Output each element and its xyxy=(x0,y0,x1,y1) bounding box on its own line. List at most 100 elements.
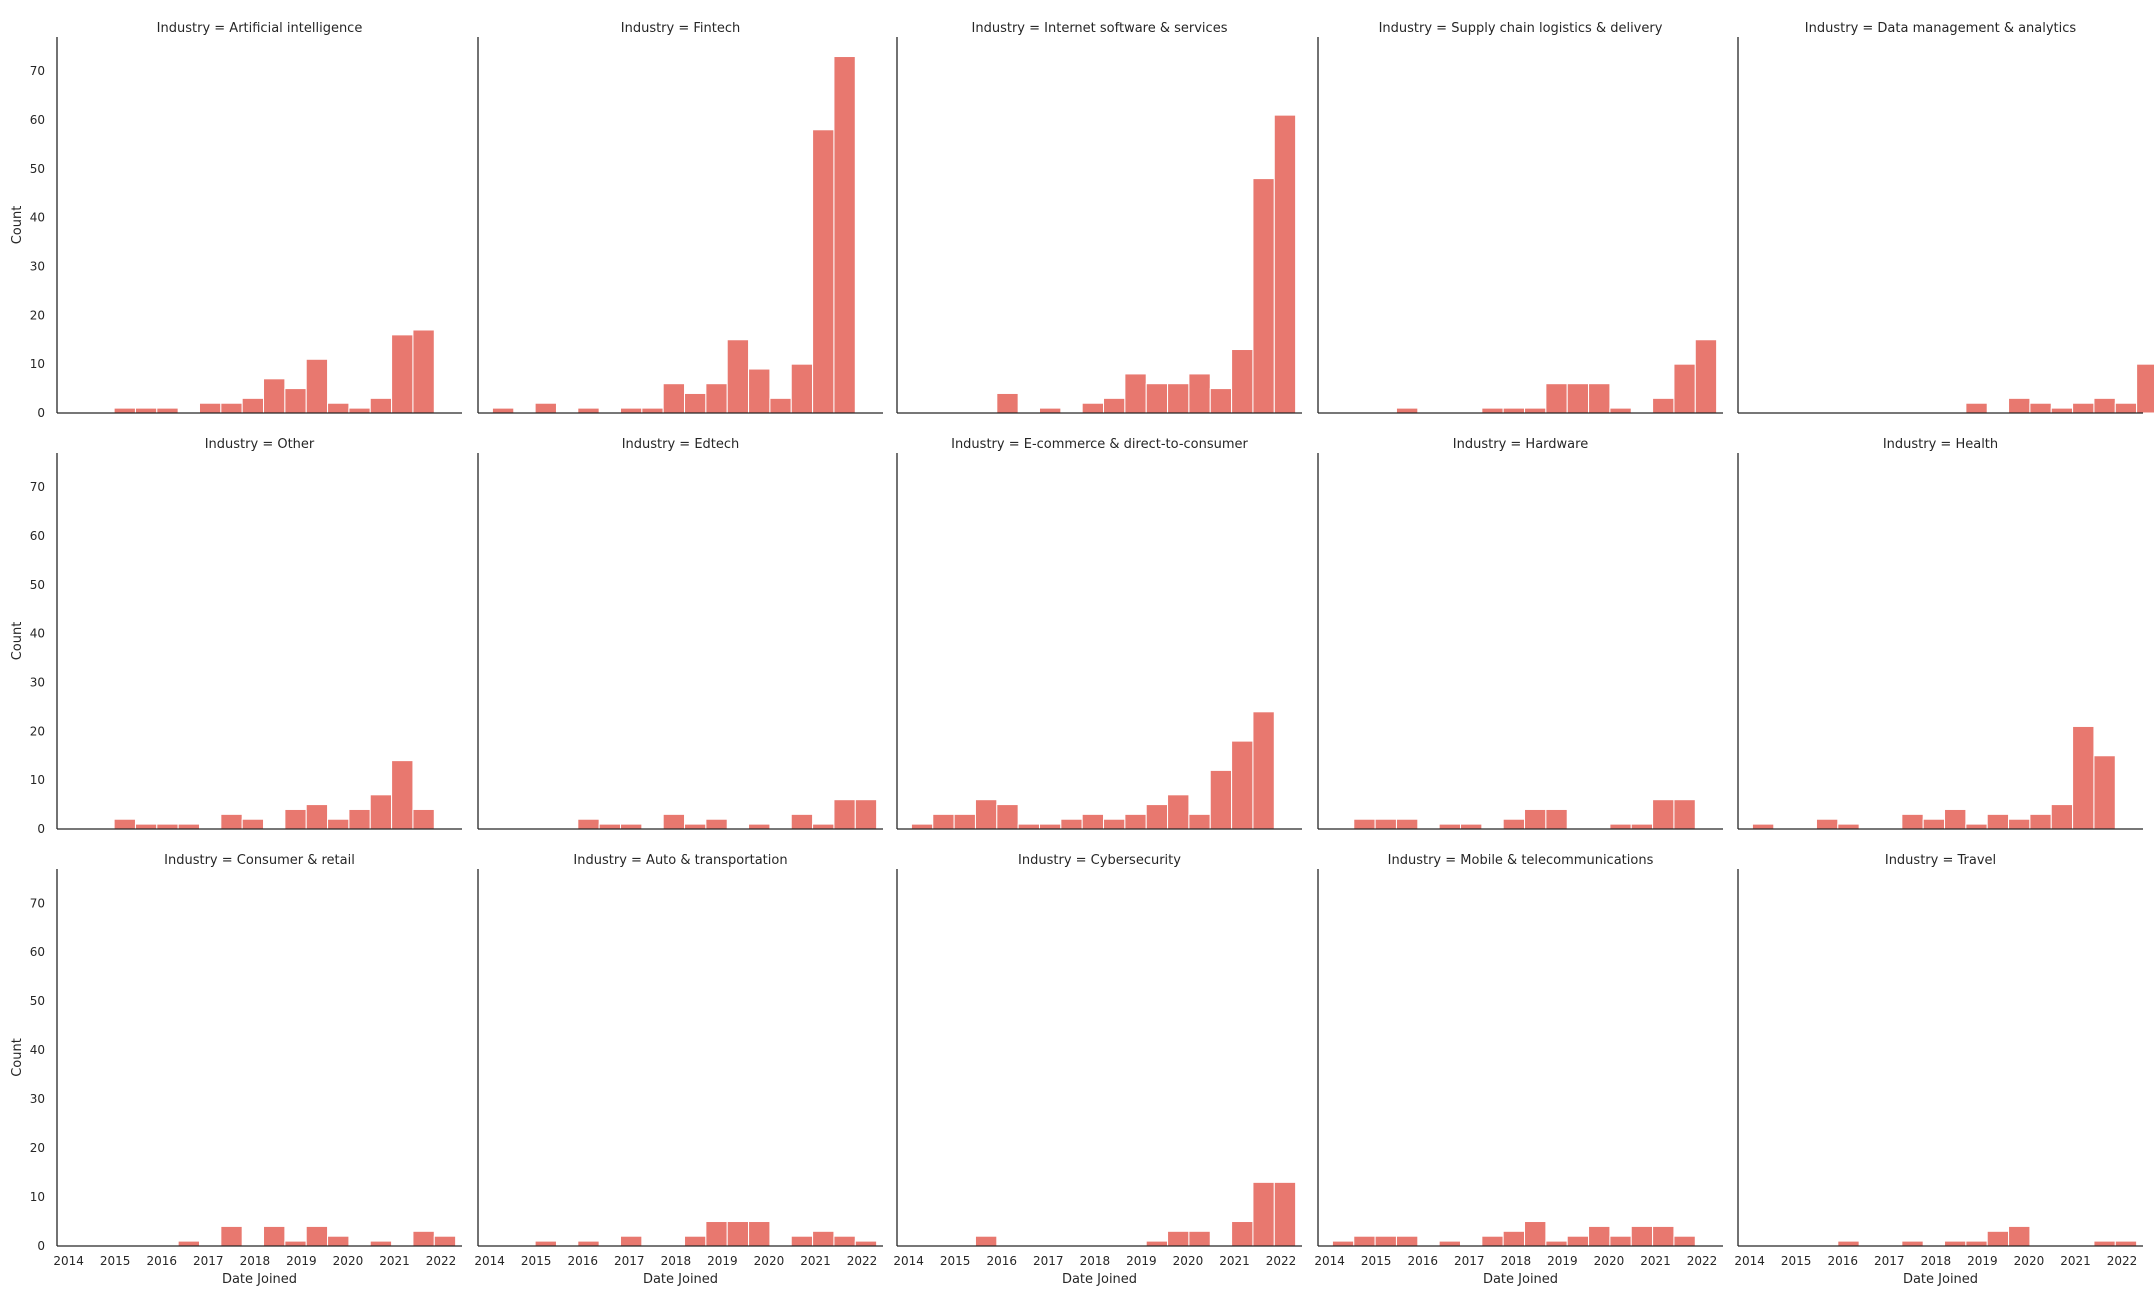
histogram-bar xyxy=(1986,813,2010,830)
histogram-bar xyxy=(1103,397,1126,414)
y-tick-label: 70 xyxy=(30,64,45,78)
histogram-bar xyxy=(1837,1240,1860,1247)
histogram-bar xyxy=(1395,407,1419,414)
histogram-bar xyxy=(534,402,557,414)
histogram-bar xyxy=(619,1235,643,1247)
histogram-bar xyxy=(1481,407,1504,414)
histogram-bar xyxy=(996,392,1019,414)
x-axis-label: Date Joined xyxy=(1483,1272,1558,1287)
histogram-bar xyxy=(1038,823,1062,830)
histogram-bar xyxy=(1374,818,1397,830)
x-axis-label: Date Joined xyxy=(643,1272,718,1287)
histogram-bar xyxy=(241,397,265,414)
histogram-bar xyxy=(156,407,179,414)
histogram-bar xyxy=(974,799,998,830)
facet-panel: Industry = Other 0 10 20 30 40 50 60 70 Count xyxy=(10,437,462,836)
histogram-bar xyxy=(1566,383,1590,414)
histogram-bar xyxy=(412,808,435,830)
histogram-bar xyxy=(1694,339,1718,414)
histogram-bar xyxy=(2114,1240,2138,1247)
histogram-bar xyxy=(1502,818,1526,830)
histogram-bar xyxy=(1965,823,1988,830)
x-tick-label: 2018 xyxy=(1921,1254,1952,1268)
histogram-bar xyxy=(1145,383,1169,414)
histogram-bar xyxy=(932,813,955,830)
histogram-bar xyxy=(1837,823,1860,830)
histogram-bar xyxy=(577,1240,600,1247)
y-tick-label: 40 xyxy=(30,211,45,225)
facet-panel: Industry = Edtech xyxy=(477,437,883,830)
histogram-bar xyxy=(113,818,136,830)
x-tick-label: 2019 xyxy=(1126,1254,1157,1268)
facet-title: Industry = Hardware xyxy=(1453,437,1588,452)
histogram-bar xyxy=(1944,808,1967,830)
histogram-bar xyxy=(327,818,350,830)
x-tick-label: 2018 xyxy=(1501,1254,1532,1268)
x-tick-label: 2015 xyxy=(940,1254,971,1268)
facet-title: Industry = Fintech xyxy=(621,21,741,36)
histogram-bar xyxy=(833,56,856,414)
x-tick-label: 2020 xyxy=(754,1254,785,1268)
y-axis-label: Count xyxy=(10,622,25,661)
x-tick-label: 2018 xyxy=(1080,1254,1111,1268)
histogram-bar xyxy=(284,388,307,414)
y-axis-label: Count xyxy=(10,1038,25,1077)
histogram-bar xyxy=(177,1240,200,1247)
facet-title: Industry = Supply chain logistics & deli… xyxy=(1379,21,1663,36)
histogram-bar xyxy=(1273,114,1297,414)
x-tick-label: 2020 xyxy=(2014,1254,2045,1268)
histogram-bar xyxy=(1609,1235,1632,1247)
histogram-bar xyxy=(1652,1225,1675,1247)
histogram-bar xyxy=(1965,402,1988,414)
histogram-bar xyxy=(748,823,771,830)
histogram-bar xyxy=(412,329,435,414)
histogram-bar xyxy=(854,799,878,830)
y-tick-label: 0 xyxy=(37,1239,45,1253)
x-tick-label: 2022 xyxy=(426,1254,457,1268)
x-axis-label: Date Joined xyxy=(1903,1272,1978,1287)
histogram-bar xyxy=(2093,755,2116,830)
facet-panel: Industry = Hardware xyxy=(1317,437,1723,830)
x-tick-label: 2019 xyxy=(1547,1254,1578,1268)
histogram-bar xyxy=(1524,808,1547,830)
histogram-bar xyxy=(284,808,307,830)
y-tick-label: 60 xyxy=(30,113,45,127)
x-tick-label: 2017 xyxy=(1033,1254,1064,1268)
histogram-bar xyxy=(790,813,814,830)
histogram-bar xyxy=(726,1221,750,1247)
histogram-bar xyxy=(1652,799,1675,830)
x-tick-label: 2022 xyxy=(1687,1254,1718,1268)
histogram-bar xyxy=(1145,1240,1169,1247)
histogram-bar xyxy=(833,1235,856,1247)
histogram-bar xyxy=(2050,804,2074,830)
histogram-bar xyxy=(1273,1181,1297,1247)
histogram-bar xyxy=(305,1225,329,1247)
facet-title: Industry = Mobile & telecommunications xyxy=(1388,853,1654,868)
histogram-bar xyxy=(1965,1240,1988,1247)
histogram-bar xyxy=(1986,1230,2010,1247)
histogram-bar xyxy=(1231,740,1254,830)
x-tick-label: 2019 xyxy=(707,1254,738,1268)
histogram-bar xyxy=(113,407,136,414)
x-tick-label: 2019 xyxy=(1967,1254,1998,1268)
histogram-bar xyxy=(134,823,158,830)
histogram-bar xyxy=(1081,402,1105,414)
histogram-bar xyxy=(833,799,856,830)
facet-title: Industry = Other xyxy=(205,437,315,452)
histogram-bar xyxy=(1545,383,1568,414)
y-axis-label: Count xyxy=(10,206,25,245)
x-tick-label: 2016 xyxy=(146,1254,177,1268)
facet-panel: Industry = Health xyxy=(1737,437,2143,830)
histogram-bar xyxy=(1922,818,1946,830)
histogram-bar xyxy=(369,794,393,830)
y-tick-label: 70 xyxy=(30,896,45,910)
histogram-bar xyxy=(1481,1235,1504,1247)
y-tick-label: 20 xyxy=(30,1141,45,1155)
histogram-bar xyxy=(391,334,414,414)
histogram-bar xyxy=(619,823,643,830)
histogram-bar xyxy=(1815,818,1839,830)
facet-title: Industry = Health xyxy=(1883,437,1998,452)
facet-title: Industry = Cybersecurity xyxy=(1018,853,1181,868)
histogram-bar xyxy=(1566,1235,1590,1247)
histogram-bar xyxy=(1673,1235,1696,1247)
